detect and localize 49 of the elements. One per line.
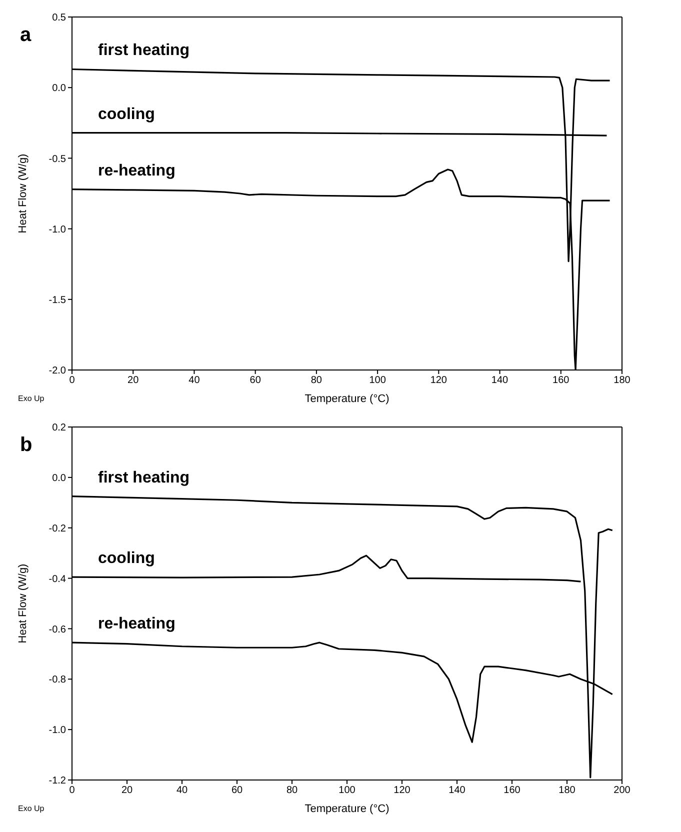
y-tick-label: -1.5 bbox=[48, 294, 66, 306]
y-tick-label: 0.2 bbox=[52, 422, 66, 434]
series-label: re-heating bbox=[98, 162, 176, 180]
text: Exo Up bbox=[18, 394, 44, 403]
series-label: cooling bbox=[98, 106, 155, 123]
x-tick-label: 100 bbox=[338, 785, 356, 796]
y-tick-label: -0.8 bbox=[48, 674, 66, 686]
y-tick-label: -0.6 bbox=[48, 624, 66, 636]
x-tick-label: 20 bbox=[121, 785, 133, 796]
x-tick-label: 40 bbox=[176, 785, 188, 796]
x-tick-label: 160 bbox=[504, 785, 521, 796]
y-axis-title: Heat Flow (W/g) bbox=[16, 564, 29, 644]
y-tick-label: -0.2 bbox=[48, 523, 66, 534]
y-tick-label: 0.0 bbox=[52, 472, 66, 484]
x-tick-label: 180 bbox=[614, 375, 631, 386]
series-label: re-heating bbox=[98, 616, 176, 633]
x-tick-label: 80 bbox=[286, 785, 298, 796]
x-tick-label: 100 bbox=[369, 375, 386, 386]
x-tick-label: 140 bbox=[491, 375, 509, 386]
chart-title: a bbox=[20, 24, 32, 47]
y-tick-label: -1.2 bbox=[48, 776, 66, 787]
y-tick-label: 0.0 bbox=[52, 83, 66, 94]
series-label: cooling bbox=[98, 550, 155, 568]
x-tick-label: 160 bbox=[552, 375, 570, 386]
x-axis-title: Temperature (°C) bbox=[304, 393, 390, 405]
y-axis-title: Heat Flow (W/g) bbox=[16, 154, 29, 234]
chart-title: b bbox=[20, 434, 32, 457]
x-axis-title: Temperature (°C) bbox=[304, 803, 390, 815]
y-tick-label: -2.0 bbox=[48, 366, 66, 377]
x-tick-label: 60 bbox=[231, 785, 243, 796]
series-label: first heating bbox=[98, 42, 190, 60]
y-tick-label: -1.0 bbox=[48, 725, 66, 736]
x-tick-label: 0 bbox=[69, 375, 76, 386]
x-tick-label: 200 bbox=[614, 785, 631, 796]
y-tick-label: -1.0 bbox=[48, 224, 66, 236]
x-tick-label: 40 bbox=[188, 375, 200, 386]
x-tick-label: 120 bbox=[430, 375, 448, 386]
y-tick-label: 0.5 bbox=[52, 12, 66, 24]
x-tick-label: 20 bbox=[128, 375, 140, 386]
x-tick-label: 140 bbox=[448, 785, 466, 796]
x-tick-label: 180 bbox=[558, 785, 576, 796]
y-tick-label: -0.5 bbox=[48, 154, 66, 165]
y-tick-label: -0.4 bbox=[48, 574, 66, 585]
text: Exo Up bbox=[18, 804, 44, 813]
x-tick-label: 0 bbox=[69, 785, 76, 796]
x-tick-label: 80 bbox=[310, 375, 322, 386]
series-label: first heating bbox=[98, 469, 190, 486]
x-tick-label: 120 bbox=[394, 785, 411, 796]
x-tick-label: 60 bbox=[250, 375, 262, 386]
